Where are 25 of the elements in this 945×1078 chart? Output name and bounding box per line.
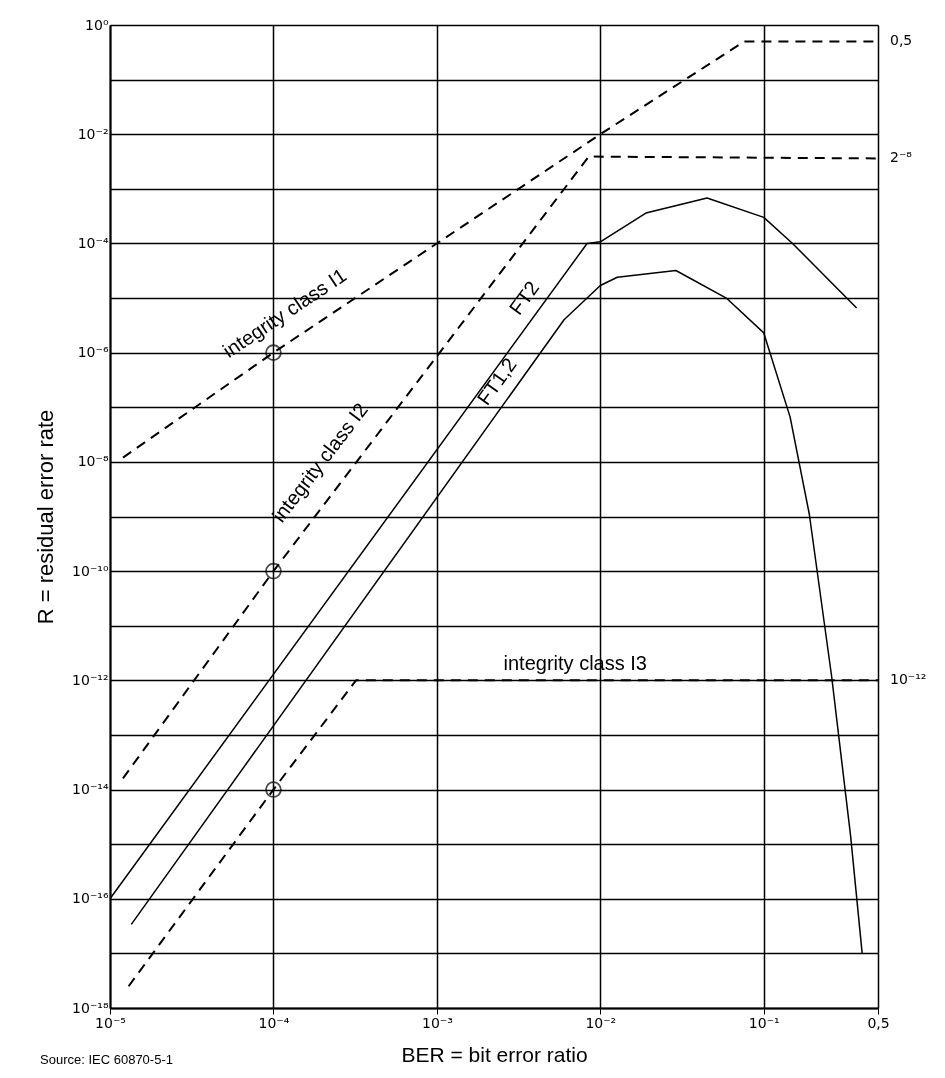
text: 0,5 bbox=[890, 32, 913, 49]
x-tick-label: 10⁻⁴ bbox=[258, 1014, 290, 1031]
y-tick-label: 10⁻¹⁰ bbox=[72, 562, 109, 579]
text: 10⁻¹² bbox=[890, 671, 927, 688]
text: 2⁻⁸ bbox=[890, 149, 913, 166]
point bbox=[265, 781, 282, 798]
y-tick-label: 10⁰ bbox=[85, 16, 109, 33]
source-note: Source: IEC 60870-5-1 bbox=[40, 1052, 173, 1067]
y-tick-label: 10⁻² bbox=[77, 125, 109, 142]
y-tick-label: 10⁻¹⁴ bbox=[72, 781, 109, 798]
x-axis-title: BER = bit error ratio bbox=[401, 1042, 588, 1066]
x-tick-label: 0,5 bbox=[867, 1014, 890, 1031]
y-axis-title: R = residual error rate bbox=[33, 409, 59, 625]
y-tick-label: 10⁻¹² bbox=[72, 671, 109, 688]
text: FT2 bbox=[504, 276, 544, 319]
x-tick-label: 10⁻¹ bbox=[748, 1014, 780, 1031]
y-tick-label: 10⁻¹⁸ bbox=[72, 999, 109, 1016]
point bbox=[265, 562, 282, 580]
y-tick-label: 10⁻⁸ bbox=[77, 453, 109, 470]
y-tick-label: 10⁻¹⁶ bbox=[72, 890, 109, 907]
x-tick-label: 10⁻⁵ bbox=[95, 1014, 126, 1031]
y-tick-label: 10⁻⁶ bbox=[77, 344, 109, 361]
x-tick-label: 10⁻³ bbox=[421, 1014, 453, 1031]
x-tick-label: 10⁻² bbox=[585, 1014, 617, 1031]
y-tick-label: 10⁻⁴ bbox=[77, 234, 109, 251]
